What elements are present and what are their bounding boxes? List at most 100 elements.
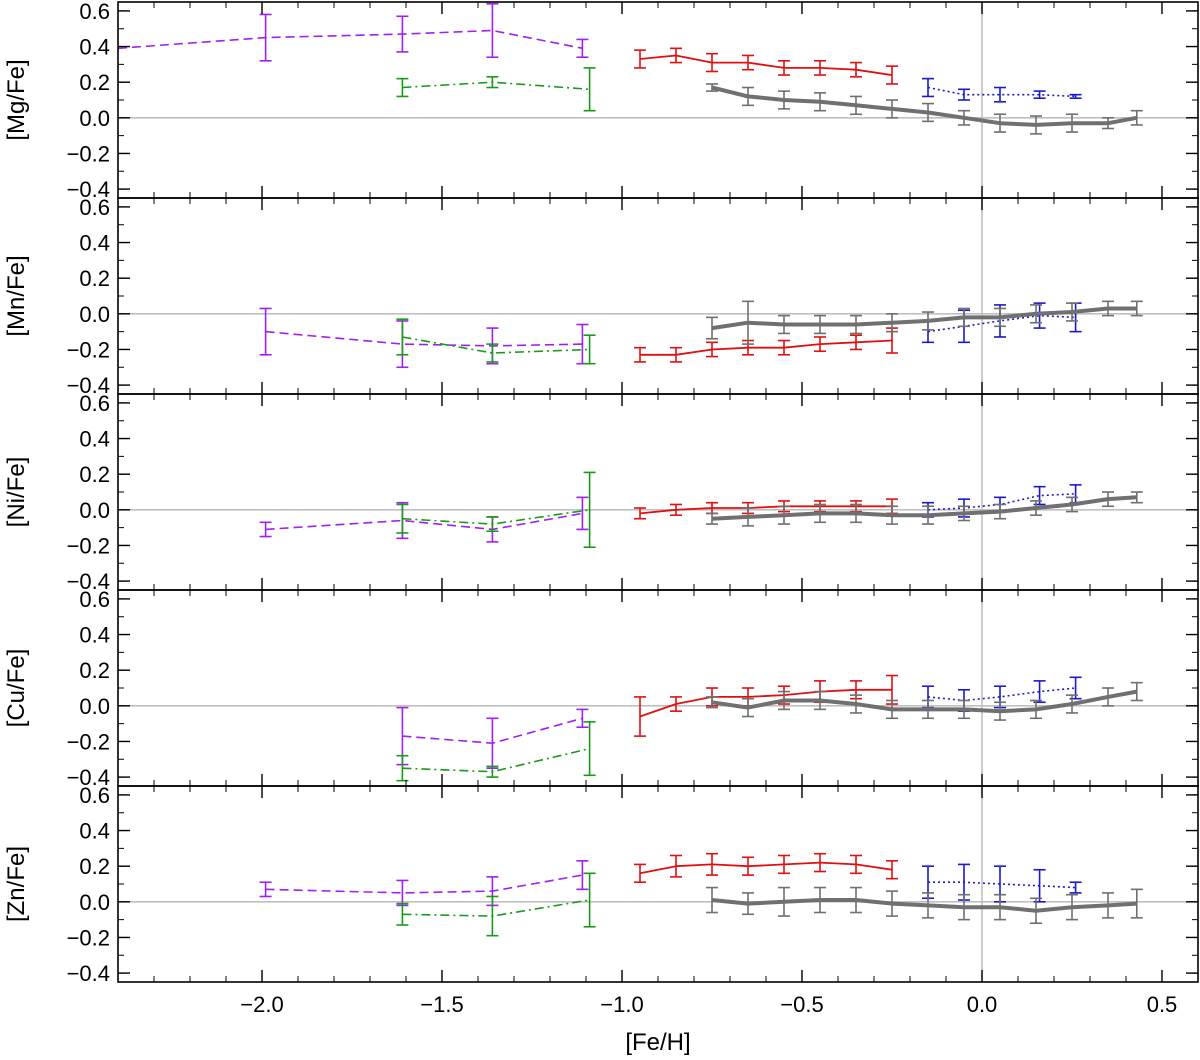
error-bar xyxy=(583,872,596,928)
series-gray xyxy=(706,300,1143,345)
series-line xyxy=(639,505,892,515)
y-tick-label: 0.6 xyxy=(79,195,110,220)
error-bar xyxy=(486,76,499,89)
error-bar xyxy=(778,90,790,110)
y-tick-label: 0.6 xyxy=(79,587,110,612)
error-bar xyxy=(1066,302,1078,322)
error-bar xyxy=(1030,115,1042,135)
panel-plot-area xyxy=(259,471,1143,549)
error-bar xyxy=(922,77,934,98)
x-tick-label: −2.0 xyxy=(240,992,283,1017)
error-bar xyxy=(886,313,898,333)
error-bar xyxy=(778,505,790,525)
error-bar xyxy=(583,721,596,777)
error-bar xyxy=(778,314,790,335)
series-red xyxy=(634,47,898,85)
error-bar xyxy=(259,13,272,62)
error-bar xyxy=(778,339,790,356)
error-bar xyxy=(886,505,898,525)
error-bar xyxy=(958,893,970,921)
error-bar xyxy=(814,314,826,335)
error-bar xyxy=(994,113,1006,133)
error-bar xyxy=(922,505,934,525)
error-bar xyxy=(886,860,898,880)
error-bar xyxy=(994,503,1006,520)
error-bar xyxy=(259,521,272,538)
series-blue xyxy=(922,77,1082,103)
panel-plot-area xyxy=(259,852,1143,937)
series-line xyxy=(711,85,1138,127)
y-axis-title: [Zn/Fe] xyxy=(3,846,30,922)
y-tick-label: 0.0 xyxy=(79,106,110,131)
error-bar xyxy=(583,67,596,112)
y-tick-label: −0.2 xyxy=(67,925,110,950)
error-bar xyxy=(850,314,862,335)
panel-2: −0.4 −0.2 0.0 0.2 0.4 0.6 [Mn/Fe] xyxy=(3,195,1199,398)
error-bar xyxy=(850,886,862,914)
series-gray xyxy=(706,491,1143,527)
error-bar xyxy=(1102,687,1114,707)
series-line xyxy=(402,336,590,354)
series-line xyxy=(118,29,583,50)
panel-frame xyxy=(117,197,1199,395)
y-tick-label: 0.2 xyxy=(79,854,110,879)
y-tick-label: 0.6 xyxy=(79,391,110,416)
error-bar xyxy=(742,86,754,107)
error-bar xyxy=(576,860,589,891)
error-bar xyxy=(1030,500,1042,516)
series-line xyxy=(639,861,893,875)
error-bar xyxy=(1066,113,1078,133)
x-axis-title: [Fe/H] xyxy=(625,1029,690,1056)
error-bar xyxy=(486,343,499,363)
y-tick-label: 0.6 xyxy=(79,0,110,24)
error-bar xyxy=(634,346,646,363)
error-bar xyxy=(1102,491,1114,508)
error-bar xyxy=(850,503,862,524)
error-bar xyxy=(634,863,646,884)
error-bar xyxy=(396,902,409,926)
panel-frame xyxy=(117,1,1199,199)
error-bar xyxy=(886,890,898,917)
error-bar xyxy=(670,346,682,363)
error-bar xyxy=(1069,881,1082,894)
series-gray xyxy=(706,886,1143,925)
error-bar xyxy=(814,852,826,873)
panel-plot-area xyxy=(118,2,1143,135)
y-tick-label: 0.0 xyxy=(79,302,110,327)
error-bar xyxy=(1066,496,1078,513)
error-bar xyxy=(778,854,790,875)
error-bar xyxy=(396,77,409,98)
error-bar xyxy=(778,59,790,76)
x-tick-label: 0.0 xyxy=(967,992,998,1017)
error-bar xyxy=(922,892,934,919)
error-bar xyxy=(634,49,646,69)
error-bar xyxy=(259,307,272,356)
error-bar xyxy=(1066,694,1078,714)
error-bar xyxy=(396,15,409,53)
error-bar xyxy=(994,893,1006,921)
y-tick-label: −0.2 xyxy=(67,141,110,166)
y-tick-label: 0.0 xyxy=(79,498,110,523)
error-bar xyxy=(486,895,499,937)
error-bar xyxy=(814,690,826,711)
error-bar xyxy=(486,2,499,59)
y-axis-title: [Cu/Fe] xyxy=(3,649,30,728)
panel-plot-area xyxy=(396,674,1143,782)
series-blue xyxy=(922,863,1082,903)
error-bar xyxy=(742,892,754,916)
error-bar xyxy=(706,83,718,92)
series-line xyxy=(265,512,583,531)
series-gray xyxy=(706,681,1143,721)
error-bar xyxy=(1130,888,1143,919)
error-bar xyxy=(922,699,934,720)
y-tick-label: 0.0 xyxy=(79,890,110,915)
error-bar xyxy=(886,699,898,720)
error-bar xyxy=(850,334,862,351)
error-bar xyxy=(958,307,970,328)
error-bar xyxy=(814,886,826,914)
error-bar xyxy=(1130,681,1143,702)
y-tick-label: 0.4 xyxy=(79,35,110,60)
error-bar xyxy=(958,88,970,101)
y-axis-title: [Mg/Fe] xyxy=(3,59,30,140)
